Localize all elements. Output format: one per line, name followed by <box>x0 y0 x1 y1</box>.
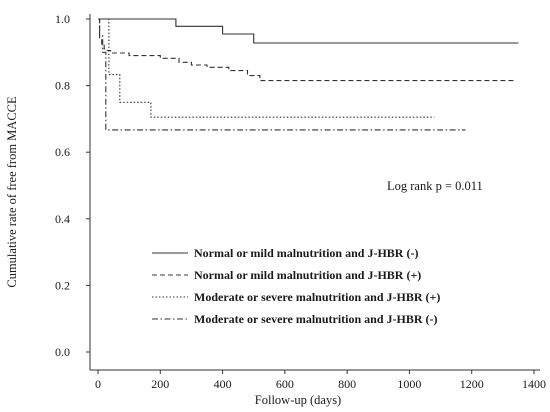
y-axis-title: Cumulative rate of free from MACCE <box>5 96 19 288</box>
y-tick-label: 1.0 <box>55 12 70 26</box>
x-tick-label: 800 <box>338 377 356 391</box>
km-curve-3 <box>98 18 435 118</box>
legend-label-2: Normal or mild malnutrition and J-HBR (+… <box>194 268 421 282</box>
axes <box>89 14 540 371</box>
km-curves <box>98 18 519 131</box>
y-tick-label: 0.8 <box>55 79 70 93</box>
y-tick-label: 0.0 <box>55 345 70 359</box>
x-tick-label: 400 <box>214 377 232 391</box>
legend-label-3: Moderate or severe malnutrition and J-HB… <box>194 290 440 304</box>
y-tick-label: 0.4 <box>55 212 70 226</box>
x-tick-label: 1200 <box>460 377 484 391</box>
y-tick-label: 0.2 <box>55 278 70 292</box>
x-tick-label: 200 <box>151 377 169 391</box>
x-tick-label: 0 <box>95 377 101 391</box>
legend: Normal or mild malnutrition and J-HBR (-… <box>152 246 440 326</box>
km-curve-1 <box>98 18 519 44</box>
x-tick-label: 600 <box>276 377 294 391</box>
y-tick-label: 0.6 <box>55 145 70 159</box>
km-curve-4 <box>98 18 466 131</box>
km-curve-2 <box>98 18 516 82</box>
x-axis-title: Follow-up (days) <box>255 393 341 407</box>
legend-label-4: Moderate or severe malnutrition and J-HB… <box>194 312 438 326</box>
x-tick-label: 1000 <box>397 377 421 391</box>
x-ticks: 0 200 400 600 800 1000 1200 1400 <box>95 370 546 391</box>
x-tick-label: 1400 <box>522 377 546 391</box>
legend-label-1: Normal or mild malnutrition and J-HBR (-… <box>194 246 418 260</box>
y-ticks: 0.0 0.2 0.4 0.6 0.8 1.0 <box>55 12 90 359</box>
log-rank-annotation: Log rank p = 0.011 <box>387 179 483 193</box>
